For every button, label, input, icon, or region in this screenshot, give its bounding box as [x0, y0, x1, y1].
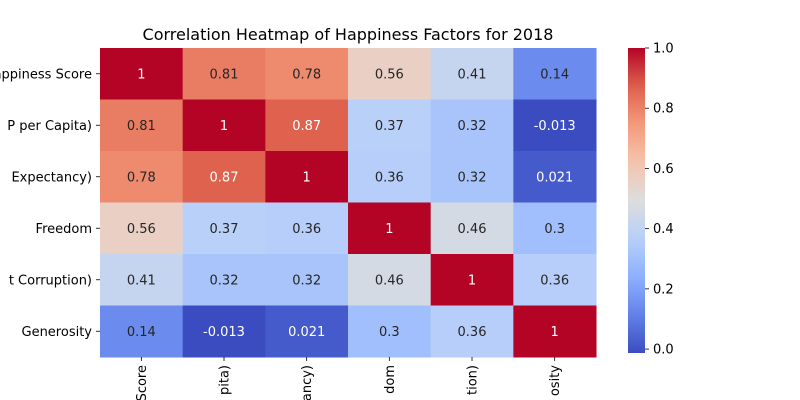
heatmap-cell	[348, 254, 432, 306]
row-label: P per Capita)	[7, 119, 92, 134]
heatmap-cell	[182, 99, 266, 152]
heatmap-cell	[513, 99, 597, 152]
cell-annotation: 0.46	[458, 222, 487, 237]
heatmap-cell	[348, 48, 432, 100]
heatmap-cell	[430, 254, 514, 306]
heatmap-cell	[430, 99, 514, 152]
cell-annotation: 0.32	[458, 170, 487, 185]
cell-annotation: 0.32	[458, 119, 487, 134]
heatmap-cell	[430, 48, 514, 100]
cell-annotation: 1	[385, 222, 393, 237]
cell-annotation: 0.3	[379, 325, 400, 340]
cell-annotation: -0.013	[203, 325, 245, 340]
row-label: Freedom	[36, 222, 92, 237]
colorbar-tick-label: 0.4	[653, 222, 674, 237]
cell-annotation: 0.87	[210, 170, 239, 185]
heatmap-cell	[182, 305, 266, 358]
heatmap-cell	[100, 99, 184, 152]
colorbar-ticks: 0.0 0.2 0.4 0.6 0.8 1.0	[645, 42, 674, 358]
heatmap-cell	[265, 151, 349, 203]
column-label: tion)	[466, 365, 481, 395]
cell-annotation: 0.36	[458, 325, 487, 340]
cell-annotation: 0.36	[375, 170, 404, 185]
row-label: t Corruption)	[9, 273, 92, 288]
colorbar-tick-label: 0.6	[653, 162, 674, 177]
heatmap-cell	[430, 151, 514, 203]
cell-annotation: 1	[551, 325, 559, 340]
column-label: dom	[383, 365, 398, 394]
heatmap-cell	[430, 305, 514, 358]
heatmap-cells: 1 0.81 0.78 0.56 0.41 0.14 0.81 1 0.87 0.37 0.32 -0…	[100, 48, 597, 358]
cell-annotation: 0.41	[458, 67, 487, 82]
cell-annotation: 0.36	[292, 222, 321, 237]
cell-annotation: 0.021	[288, 325, 325, 340]
heatmap-cell	[182, 48, 266, 100]
column-label: ancy)	[300, 365, 315, 400]
heatmap-cell	[265, 48, 349, 100]
heatmap-cell	[513, 151, 597, 203]
heatmap-cell	[513, 48, 597, 100]
heatmap-cell	[513, 202, 597, 255]
heatmap-cell	[513, 305, 597, 358]
column-label: osity	[548, 365, 563, 396]
colorbar: 0.0 0.2 0.4 0.6 0.8 1.0	[628, 42, 674, 358]
cell-annotation: 0.32	[292, 273, 321, 288]
cell-annotation: 0.78	[127, 170, 156, 185]
cell-annotation: 0.56	[127, 222, 156, 237]
cell-annotation: 0.81	[127, 119, 156, 134]
cell-annotation: 1	[137, 67, 145, 82]
heatmap-cell	[100, 305, 184, 358]
heatmap-cell	[182, 254, 266, 306]
cell-annotation: 0.81	[210, 67, 239, 82]
heatmap-cell	[100, 151, 184, 203]
heatmap-cell	[100, 202, 184, 255]
cell-annotation: 1	[303, 170, 311, 185]
row-label: appiness Score	[0, 67, 92, 82]
cell-annotation: 0.14	[540, 67, 569, 82]
heatmap-cell	[265, 202, 349, 255]
cell-annotation: 1	[220, 119, 228, 134]
colorbar-tick-label: 1.0	[653, 42, 674, 57]
cell-annotation: 0.41	[127, 273, 156, 288]
heatmap-cell	[348, 99, 432, 152]
colorbar-tick-label: 0.8	[653, 102, 674, 117]
cell-annotation: 0.14	[127, 325, 156, 340]
cell-annotation: 0.87	[292, 119, 321, 134]
column-label: pita)	[218, 365, 233, 395]
heatmap-cell	[265, 99, 349, 152]
heatmap-cell	[348, 305, 432, 358]
colorbar-tick-label: 0.0	[653, 343, 674, 358]
heatmap-cell	[265, 305, 349, 358]
cell-annotation: 0.78	[292, 67, 321, 82]
heatmap-cell	[513, 254, 597, 306]
row-label: Generosity	[22, 325, 93, 340]
heatmap-cell	[100, 48, 184, 100]
heatmap-cell	[182, 202, 266, 255]
heatmap-cell	[430, 202, 514, 255]
colorbar-tick-label: 0.2	[653, 282, 674, 297]
cell-annotation: 1	[468, 273, 476, 288]
heatmap-cell	[100, 254, 184, 306]
column-label: Score	[135, 365, 150, 400]
column-labels: Score pita) ancy) dom tion) osity	[135, 357, 563, 400]
chart-title: Correlation Heatmap of Happiness Factors…	[143, 25, 554, 44]
cell-annotation: -0.013	[534, 119, 576, 134]
cell-annotation: 0.32	[210, 273, 239, 288]
heatmap-cell	[348, 151, 432, 203]
cell-annotation: 0.46	[375, 273, 404, 288]
cell-annotation: 0.021	[536, 170, 573, 185]
cell-annotation: 0.3	[544, 222, 565, 237]
cell-annotation: 0.56	[375, 67, 404, 82]
row-labels: appiness Score P per Capita) Expectancy) Fr…	[0, 67, 100, 340]
heatmap-cell	[348, 202, 432, 255]
colorbar-gradient	[628, 48, 645, 353]
cell-annotation: 0.37	[375, 119, 404, 134]
heatmap-cell	[182, 151, 266, 203]
cell-annotation: 0.37	[210, 222, 239, 237]
heatmap-cell	[265, 254, 349, 306]
cell-annotation: 0.36	[540, 273, 569, 288]
row-label: Expectancy)	[11, 170, 92, 185]
